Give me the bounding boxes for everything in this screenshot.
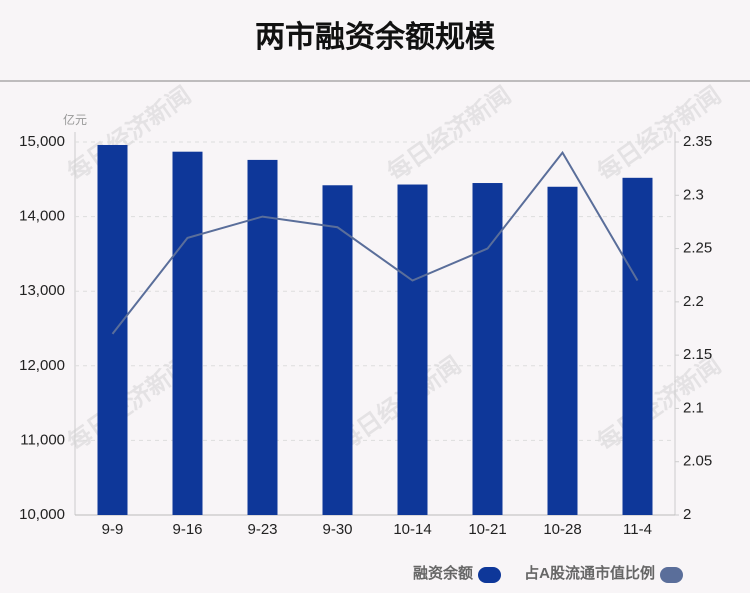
y2-tick-label: 2.15 (683, 346, 712, 363)
bar (247, 159, 278, 516)
y2-tick-label: 2.35 (683, 133, 712, 150)
bar (547, 186, 578, 515)
y-tick-label: 10,000 (19, 506, 65, 523)
x-tick-label: 9-9 (102, 521, 124, 538)
bar (622, 177, 653, 516)
y-tick-label: 12,000 (19, 357, 65, 374)
y-unit: 亿元 (63, 112, 87, 127)
y2-tick-label: 2.05 (683, 453, 712, 470)
bar (397, 184, 428, 515)
y2-tick-label: 2.2 (683, 293, 704, 310)
y2-tick-label: 2.1 (683, 399, 704, 416)
x-tick-label: 10-21 (468, 521, 506, 538)
bar (322, 185, 353, 515)
x-tick-label: 9-30 (322, 521, 352, 538)
legend-swatch (660, 567, 683, 583)
x-tick-label: 9-16 (172, 521, 202, 538)
x-tick-label: 9-23 (247, 521, 277, 538)
y2-tick-label: 2.25 (683, 240, 712, 257)
y-tick-label: 15,000 (19, 133, 65, 150)
bar (172, 151, 203, 515)
legend-swatch (478, 567, 501, 583)
x-tick-label: 10-28 (543, 521, 581, 538)
line (111, 150, 639, 335)
y-tick-label: 11,000 (20, 431, 65, 448)
x-tick-label: 10-14 (393, 521, 431, 538)
y-tick-label: 14,000 (19, 208, 65, 225)
bar (97, 144, 128, 515)
y2-tick-label: 2 (683, 506, 691, 523)
x-tick-label: 11-4 (623, 521, 652, 538)
legend-label: 融资余额 (413, 564, 473, 582)
y-tick-label: 13,000 (19, 282, 65, 299)
y2-tick-label: 2.3 (683, 186, 704, 203)
legend-label: 占A股流通市值比例 (524, 564, 655, 582)
bar (472, 183, 503, 515)
chart-title: 两市融资余额规模 (255, 20, 495, 54)
